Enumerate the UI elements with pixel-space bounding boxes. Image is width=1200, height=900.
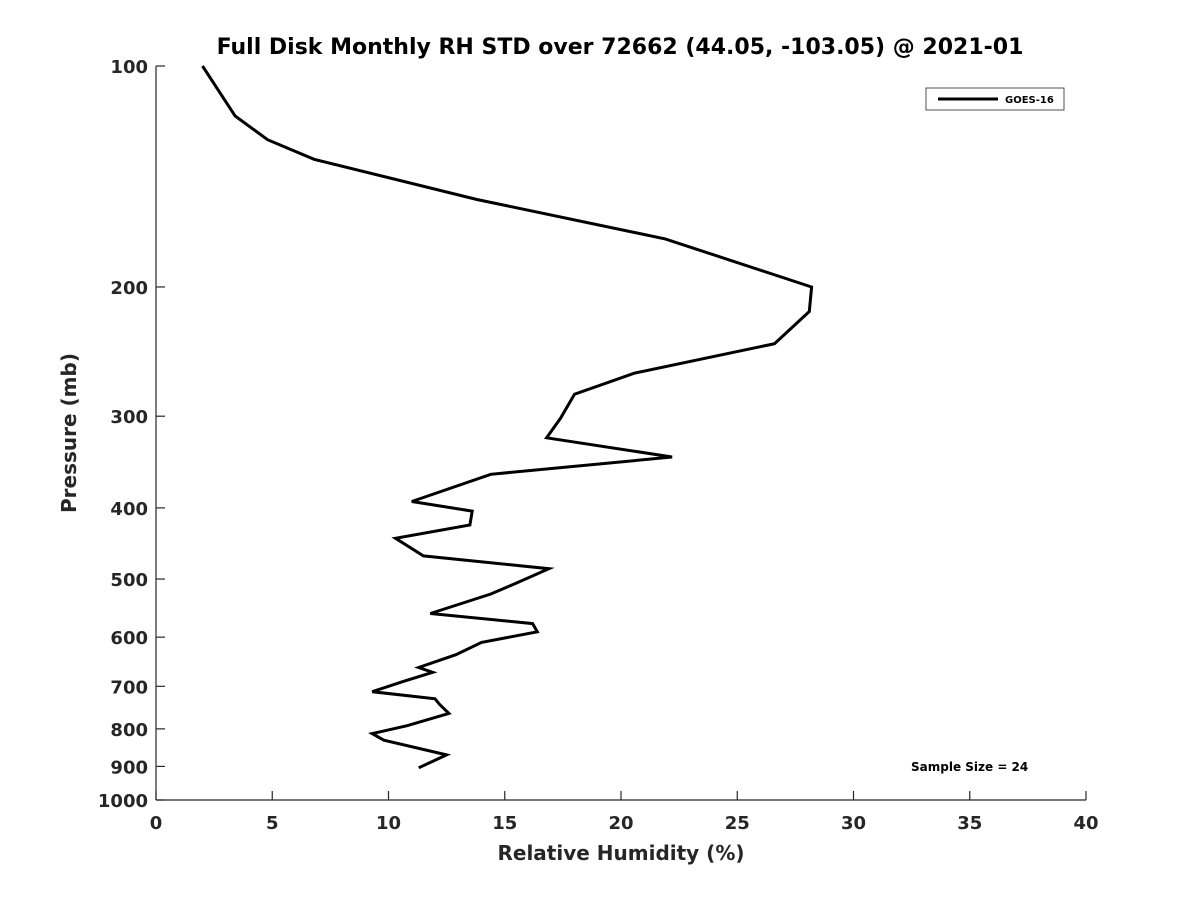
x-tick-label: 5 <box>266 813 279 834</box>
y-tick-label: 400 <box>110 499 148 520</box>
chart-title: Full Disk Monthly RH STD over 72662 (44.… <box>217 35 1024 60</box>
x-tick-label: 30 <box>841 813 866 834</box>
y-tick-label: 500 <box>110 570 148 591</box>
x-tick-label: 0 <box>150 813 163 834</box>
x-tick-label: 35 <box>957 813 982 834</box>
y-axis-label: Pressure (mb) <box>57 353 81 513</box>
y-tick-label: 600 <box>110 628 148 649</box>
plot-axes <box>155 66 1086 801</box>
x-tick-label: 25 <box>725 813 750 834</box>
y-tick-label: 200 <box>110 278 148 299</box>
y-axis-ticks: 100 200 300 400 500 600 700 800 900 1000 <box>98 57 165 812</box>
x-tick-label: 20 <box>608 813 633 834</box>
x-axis-ticks: 0 5 10 15 20 25 30 35 40 <box>150 791 1099 834</box>
y-tick-label: 700 <box>110 677 148 698</box>
x-tick-label: 10 <box>376 813 401 834</box>
series-layer <box>201 65 814 770</box>
series-line-goes-16 <box>201 65 814 770</box>
x-tick-label: 40 <box>1073 813 1098 834</box>
y-tick-label: 900 <box>110 757 148 778</box>
y-tick-label: 800 <box>110 720 148 741</box>
legend-label-goes-16: GOES-16 <box>1005 95 1054 106</box>
y-tick-label: 1000 <box>98 791 148 812</box>
y-tick-label: 300 <box>110 407 148 428</box>
legend: GOES-16 <box>925 87 1065 111</box>
x-tick-label: 15 <box>492 813 517 834</box>
y-tick-label: 100 <box>110 57 148 78</box>
x-axis-label: Relative Humidity (%) <box>497 841 744 865</box>
sample-size-annotation: Sample Size = 24 <box>911 760 1028 774</box>
